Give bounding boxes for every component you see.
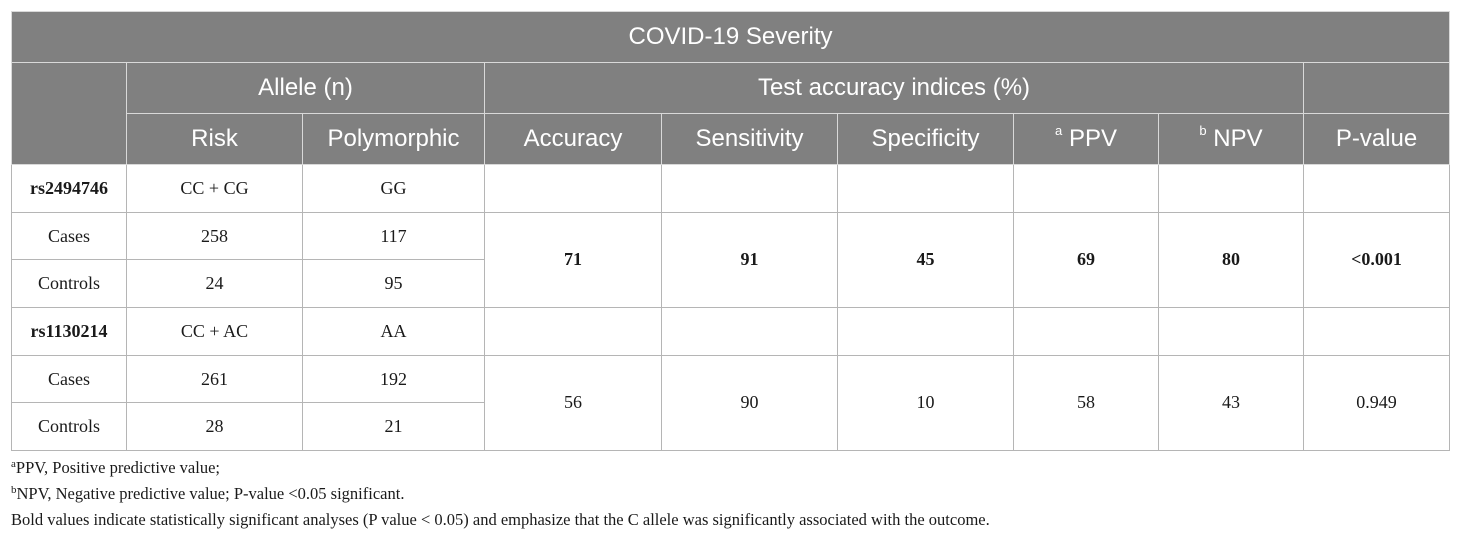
cell-sensitivity: 91 [661,211,838,309]
footnote-b-mark: b [11,483,17,496]
cell-controls-risk: 28 [126,402,303,452]
cell-controls-polymorphic: 95 [302,259,485,309]
table-row: Controls 28 21 [11,402,1450,452]
footnote-a-mark: a [11,457,16,470]
table-row: rs1130214 CC + AC AA [11,307,1451,356]
test-accuracy-group-header: Test accuracy indices (%) [484,62,1304,114]
cell-ppv: 58 [1013,354,1159,452]
col-specificity: Specificity [837,113,1014,165]
snp-name: rs2494746 [11,164,127,213]
allele-group-header: Allele (n) [126,62,485,114]
table-row: Controls 24 95 [11,259,1450,309]
col-ppv: a PPV [1013,113,1159,165]
table-title: COVID-19 Severity [10,11,1451,63]
cell-cases-polymorphic: 192 [302,354,485,404]
cell-npv: 43 [1158,354,1304,452]
table-row: rs2494746 CC + CG GG [11,164,1451,213]
row-label-cases: Cases [11,211,127,261]
accuracy-table: COVID-19 Severity Allele (n) Test accura… [10,11,1451,452]
row-label-cases: Cases [11,354,127,404]
polymorphic-genotype: AA [302,307,485,356]
cell-pvalue: <0.001 [1302,211,1451,309]
col-npv: b NPV [1158,113,1304,165]
col-npv-label: NPV [1213,125,1263,152]
col-sensitivity: Sensitivity [661,113,838,165]
cell-accuracy: 71 [484,211,662,309]
col-ppv-label: PPV [1068,125,1117,152]
col-risk: Risk [126,113,303,165]
footnote-bold-note: Bold values indicate statistically signi… [11,510,990,529]
cell-specificity: 10 [837,354,1014,452]
pvalue-group-header [1302,62,1451,114]
cell-cases-risk: 258 [126,211,303,261]
table-row: Cases 261 192 56 90 10 58 43 0.949 [11,354,1451,452]
footnote-b-text: NPV, Negative predictive value; P-value … [16,484,405,503]
polymorphic-genotype: GG [302,164,485,213]
cell-specificity: 45 [837,211,1014,309]
cell-sensitivity: 90 [661,354,838,452]
footnote-b: bNPV, Negative predictive value; P-value… [11,484,404,504]
col-accuracy: Accuracy [484,113,662,165]
table-row: Cases 258 117 71 91 45 69 80 <0.001 [11,211,1451,309]
col-pvalue: P-value [1302,113,1451,165]
npv-footnote-mark: b [1199,123,1207,138]
cell-cases-risk: 261 [126,354,303,404]
cell-controls-risk: 24 [126,259,303,309]
ppv-footnote-mark: a [1055,123,1063,138]
row-label-controls: Controls [11,402,127,452]
col-polymorphic: Polymorphic [302,113,485,165]
snp-name: rs1130214 [11,307,127,356]
risk-genotype: CC + CG [126,164,303,213]
risk-genotype: CC + AC [126,307,303,356]
cell-ppv: 69 [1013,211,1159,309]
cell-cases-polymorphic: 117 [302,211,485,261]
footnote-a: aPPV, Positive predictive value; [11,458,220,478]
footnote-a-text: PPV, Positive predictive value; [15,458,220,477]
cell-accuracy: 56 [484,354,662,452]
cell-controls-polymorphic: 21 [302,402,485,452]
cell-npv: 80 [1158,211,1304,309]
cell-pvalue: 0.949 [1302,354,1451,452]
row-label-controls: Controls [11,259,127,309]
corner-header [11,62,127,165]
